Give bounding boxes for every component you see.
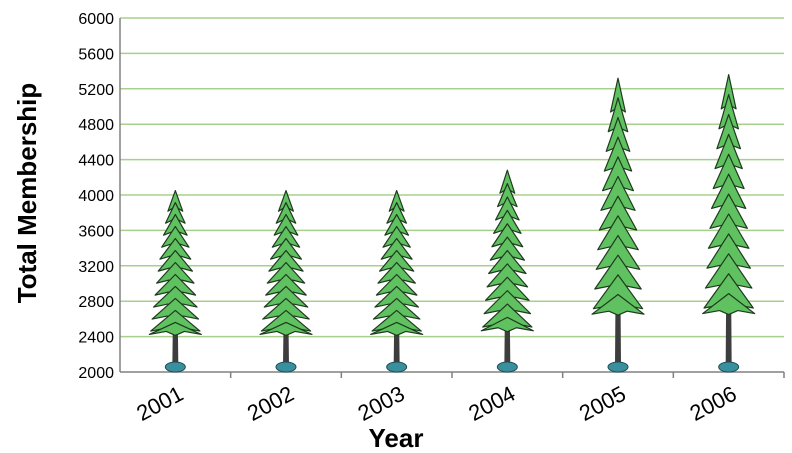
x-tick-label: 2002 bbox=[243, 381, 298, 426]
y-tick-label: 4800 bbox=[78, 117, 114, 134]
axes bbox=[119, 18, 785, 378]
x-tick-labels: 2001 2002 2003 2004 2005 2006 bbox=[132, 381, 740, 426]
x-tick-label: 2003 bbox=[354, 381, 409, 426]
y-tick-labels: 2000 2400 2800 3200 3600 4000 4400 4800 5200 5600… bbox=[78, 11, 114, 382]
tree-foliage bbox=[591, 293, 645, 316]
tree-2001 bbox=[148, 189, 202, 373]
tree-foliage bbox=[259, 321, 313, 337]
y-tick-label: 6000 bbox=[78, 11, 114, 28]
y-tick-label: 3200 bbox=[78, 259, 114, 276]
y-tick-label: 4000 bbox=[78, 188, 114, 205]
tree-2002 bbox=[259, 189, 313, 373]
y-tick-label: 5600 bbox=[78, 46, 114, 63]
y-tick-label: 2800 bbox=[78, 294, 114, 311]
x-tick-label: 2001 bbox=[132, 381, 187, 426]
x-axis-title: Year bbox=[369, 423, 424, 453]
tree-base bbox=[275, 361, 297, 373]
tree-2006 bbox=[702, 74, 756, 373]
tree-foliage bbox=[702, 293, 756, 316]
tree-foliage bbox=[480, 316, 534, 333]
x-tick-label: 2004 bbox=[464, 381, 519, 426]
tree-2003 bbox=[370, 189, 424, 373]
tree-2005 bbox=[591, 77, 645, 373]
tree-base bbox=[496, 361, 518, 373]
gridlines bbox=[120, 17, 784, 338]
y-tick-label: 3600 bbox=[78, 223, 114, 240]
tree-2004 bbox=[480, 169, 534, 373]
tree-foliage bbox=[370, 321, 424, 337]
tree-marks bbox=[148, 74, 756, 373]
tree-foliage bbox=[148, 321, 202, 337]
tree-base bbox=[607, 361, 629, 373]
tree-base bbox=[164, 361, 186, 373]
y-tick-label: 2000 bbox=[78, 365, 114, 382]
x-tick-label: 2005 bbox=[575, 381, 630, 426]
y-tick-label: 5200 bbox=[78, 82, 114, 99]
y-axis-title: Total Membership bbox=[12, 83, 42, 304]
tree-base bbox=[718, 361, 740, 373]
y-tick-label: 4400 bbox=[78, 153, 114, 170]
y-tick-label: 2400 bbox=[78, 330, 114, 347]
x-tick-label: 2006 bbox=[686, 381, 741, 426]
tree-base bbox=[386, 361, 408, 373]
